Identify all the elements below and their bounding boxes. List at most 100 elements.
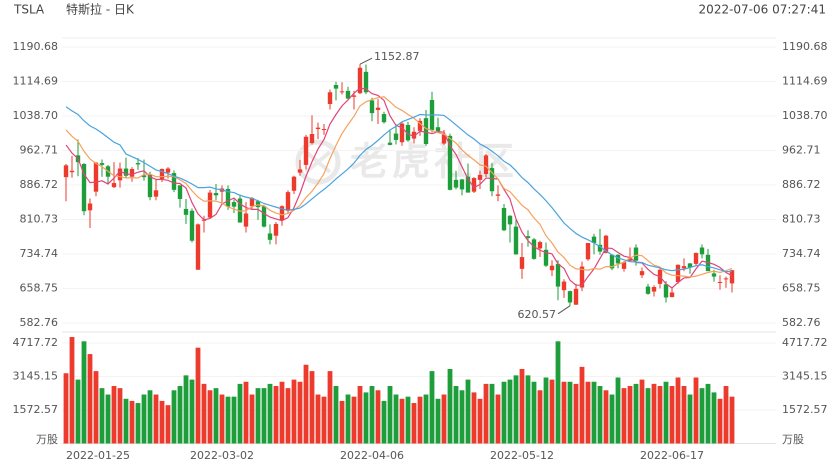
candle-body: [579, 266, 585, 288]
y-tick-label-right: 1038.70: [782, 109, 828, 122]
volume-bar: [405, 396, 411, 444]
volume-bar: [87, 354, 93, 444]
volume-bar: [219, 394, 225, 444]
candle-body: [603, 235, 609, 253]
volume-tick-label: 4717.72: [13, 336, 59, 349]
candle-body: [87, 203, 93, 211]
volume-bar: [135, 403, 141, 444]
volume-tick-label-right: 3145.15: [782, 370, 828, 383]
candle-body: [243, 213, 249, 227]
volume-bar: [393, 394, 399, 444]
volume-bar: [627, 386, 633, 444]
candle-body: [507, 215, 513, 225]
candle-body: [357, 67, 363, 94]
volume-bar: [183, 375, 189, 444]
low-annotation: 620.57: [518, 308, 557, 321]
candle-body: [675, 264, 681, 283]
y-tick-label-right: 734.74: [782, 247, 821, 260]
volume-bar: [537, 390, 543, 444]
volume-bar: [495, 394, 501, 444]
volume-tick-label-right: 4717.72: [782, 336, 828, 349]
volume-bar: [423, 394, 429, 444]
y-tick-label: 1114.69: [13, 74, 59, 87]
volume-bar: [447, 368, 453, 444]
annotation-leader: [359, 57, 373, 65]
candle-body: [699, 247, 705, 255]
candle-body: [69, 170, 75, 173]
volume-bar: [489, 383, 495, 444]
volume-bar: [189, 379, 195, 444]
candle-body: [621, 262, 627, 269]
volume-bar: [681, 386, 687, 444]
volume-bar: [687, 394, 693, 444]
volume-bar: [357, 386, 363, 444]
volume-bar: [417, 396, 423, 444]
moving-average: [65, 96, 733, 278]
volume-bar: [315, 394, 321, 444]
x-tick-label: 2022-01-25: [66, 449, 130, 462]
volume-bar: [633, 383, 639, 444]
y-tick-label: 886.72: [20, 178, 59, 191]
candle-body: [393, 133, 399, 140]
candle-body: [639, 271, 645, 276]
y-tick-label: 658.75: [20, 281, 59, 294]
volume-bar: [351, 396, 357, 444]
volume-bar: [153, 394, 159, 444]
candle-body: [687, 263, 693, 268]
candle-body: [723, 278, 729, 280]
candle-body: [681, 266, 687, 269]
high-annotation: 1152.87: [374, 50, 420, 63]
volume-bar: [171, 390, 177, 444]
x-tick-label: 2022-05-12: [490, 449, 554, 462]
volume-bar: [207, 390, 213, 444]
candle-body: [627, 258, 633, 261]
candle-body: [129, 168, 135, 177]
candle-body: [225, 188, 231, 207]
candle-body: [411, 131, 417, 139]
volume-bar: [723, 386, 729, 444]
volume-bar: [81, 341, 87, 444]
volume-bar: [705, 383, 711, 444]
candle-body: [267, 233, 273, 240]
volume-bar: [261, 388, 267, 444]
candle-body: [555, 263, 561, 287]
candle-body: [513, 226, 519, 255]
candle-body: [669, 292, 675, 298]
volume-bar: [441, 394, 447, 444]
volume-bar: [603, 390, 609, 444]
volume-bar: [621, 388, 627, 444]
volume-bar: [549, 379, 555, 444]
volume-bar: [249, 394, 255, 444]
candle-body: [171, 173, 177, 190]
volume-bar: [597, 386, 603, 444]
candle-body: [237, 198, 243, 223]
candle-body: [321, 129, 327, 131]
candle-body: [633, 247, 639, 261]
volume-bar: [579, 366, 585, 444]
candle-body: [339, 91, 345, 93]
candle-body: [213, 193, 219, 196]
candle-body: [495, 194, 501, 196]
candle-body: [327, 92, 333, 105]
candle-body: [351, 95, 357, 97]
volume-bar: [225, 396, 231, 444]
volume-bar: [459, 390, 465, 444]
candle-body: [711, 273, 717, 277]
candle-body: [291, 176, 297, 191]
y-tick-label-right: 886.72: [782, 178, 821, 191]
volume-bar: [123, 398, 129, 444]
volume-bar: [591, 381, 597, 444]
timestamp: 2022-07-06 07:27:41: [699, 3, 826, 17]
candle-body: [261, 206, 267, 227]
candle-body: [273, 223, 279, 236]
volume-bar: [303, 364, 309, 444]
volume-bar: [411, 403, 417, 444]
candle-body: [279, 206, 285, 221]
candle-body: [489, 168, 495, 192]
candle-body: [549, 265, 555, 271]
volume-bar: [519, 368, 525, 444]
volume-bar: [657, 386, 663, 444]
volume-bar: [111, 386, 117, 444]
